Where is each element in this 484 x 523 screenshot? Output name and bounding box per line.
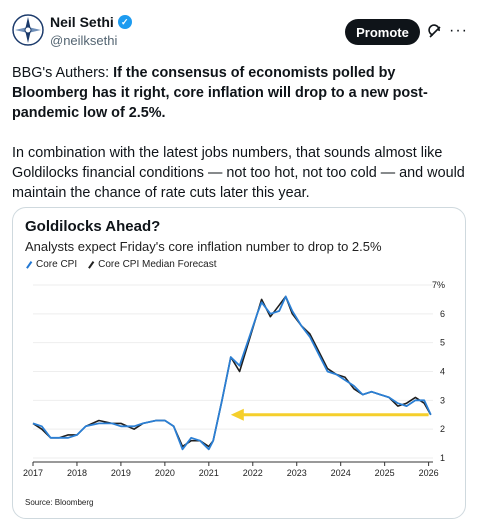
series-line-forecast (32, 295, 432, 451)
x-tick-label: 2024 (331, 468, 351, 478)
x-tick-label: 2019 (111, 468, 131, 478)
x-tick-label: 2017 (23, 468, 43, 478)
y-tick-label: 5 (440, 338, 445, 348)
x-tick-label: 2021 (199, 468, 219, 478)
avatar[interactable] (12, 14, 44, 46)
tweet-text: BBG's Authers: If the consensus of econo… (12, 63, 474, 223)
x-tick-label: 2022 (243, 468, 263, 478)
legend-item-core-cpi: Core CPI (25, 259, 77, 270)
chart-title: Goldilocks Ahead? (25, 218, 161, 235)
more-options-icon[interactable]: ··· (449, 22, 468, 39)
chart-subtitle: Analysts expect Friday's core inflation … (25, 239, 382, 254)
tweet-lead-plain: BBG's Authers: (12, 65, 114, 81)
chart-legend: Core CPI Core CPI Median Forecast (25, 259, 217, 270)
tweet-lead-bold: If the consensus of economists polled by… (12, 65, 428, 121)
promote-button[interactable]: Promote (345, 19, 420, 45)
y-tick-label: 4 (440, 367, 445, 377)
author-name-text[interactable]: Neil Sethi (50, 14, 114, 30)
author-name[interactable]: Neil Sethi ✓ (50, 14, 132, 30)
tweet-paragraph-1: BBG's Authers: If the consensus of econo… (12, 63, 474, 123)
author-handle[interactable]: @neilksethi (50, 33, 118, 48)
annotation-arrow-head (230, 408, 244, 421)
y-tick-label: 2 (440, 424, 445, 434)
legend-item-forecast: Core CPI Median Forecast (87, 259, 217, 270)
tweet-paragraph-2: In combination with the latest jobs numb… (12, 145, 465, 201)
legend-label-core-cpi: Core CPI (36, 259, 78, 270)
x-tick-label: 2018 (67, 468, 87, 478)
chart-card[interactable]: Goldilocks Ahead? Analysts expect Friday… (12, 207, 466, 519)
y-tick-label: 3 (440, 395, 445, 405)
y-tick-label: 7% (432, 280, 445, 290)
line-chart: 1 2 3 4 5 6 7% 2017 2018 2019 2020 2021 2022 2023 2024… (23, 280, 445, 478)
y-tick-label: 6 (440, 309, 445, 319)
compass-logo-icon (12, 14, 44, 46)
legend-label-forecast: Core CPI Median Forecast (98, 259, 217, 270)
x-tick-label: 2026 (419, 468, 439, 478)
x-tick-label: 2023 (287, 468, 307, 478)
grok-icon[interactable] (427, 24, 443, 40)
x-tick-label: 2020 (155, 468, 175, 478)
x-tick-label: 2025 (375, 468, 395, 478)
verified-badge-icon: ✓ (117, 15, 132, 29)
y-tick-label: 1 (440, 453, 445, 463)
chart-source: Source: Bloomberg (25, 498, 94, 507)
